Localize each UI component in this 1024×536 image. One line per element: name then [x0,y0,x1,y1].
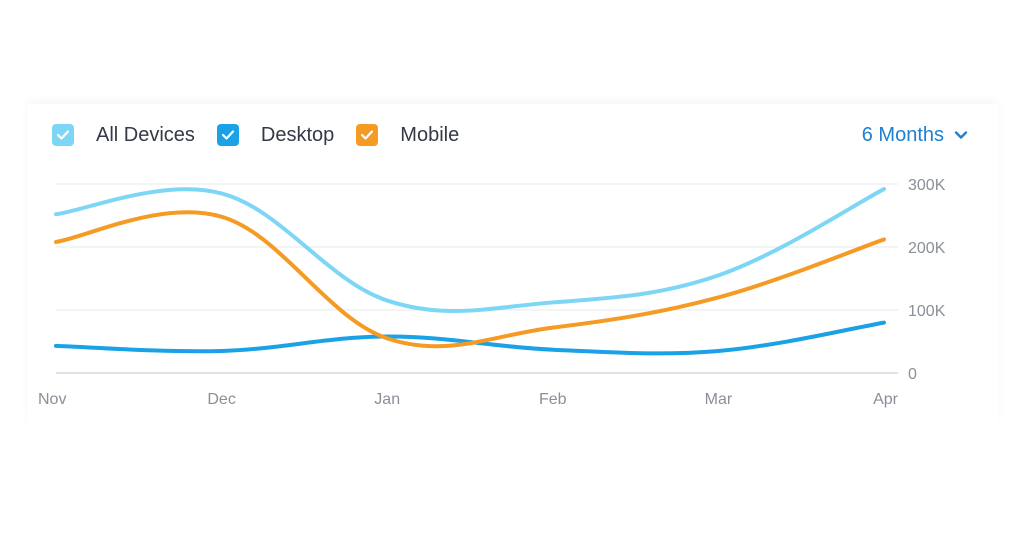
x-tick-label: Dec [207,391,235,408]
all-devices-checkbox[interactable] [52,124,74,146]
series-lines [54,187,886,356]
series-line-mobile [54,210,886,349]
x-tick-label: Nov [38,391,66,408]
series-line-all-devices [54,187,886,313]
legend-label-desktop: Desktop [260,123,335,146]
x-axis-tick-labels: Nov Dec Jan Feb Mar Apr [38,391,899,408]
series-line-desktop [54,320,886,356]
time-range-label: 6 Months [861,123,944,146]
check-icon [57,130,69,140]
chevron-down-icon [954,130,968,140]
chart-legend: All Devices Desktop Mobile [52,118,481,152]
legend-item-all-devices[interactable]: All Devices [52,124,195,147]
time-range-dropdown[interactable]: 6 Months [862,120,968,150]
y-tick-label: 100K [908,303,946,320]
legend-item-desktop[interactable]: Desktop [216,123,335,147]
x-tick-label: Jan [374,391,400,408]
y-axis-tick-labels: 0 100K 200K 300K [908,177,946,383]
mobile-checkbox[interactable] [356,124,379,146]
legend-label-mobile: Mobile [400,123,460,146]
x-tick-label: Feb [539,391,567,408]
x-tick-label: Apr [873,391,899,408]
legend-item-mobile[interactable]: Mobile [356,124,459,147]
check-icon [361,130,374,140]
y-tick-label: 0 [908,366,917,383]
x-tick-label: Mar [705,391,733,408]
check-icon [221,130,234,140]
desktop-checkbox[interactable] [216,124,239,146]
y-tick-label: 200K [908,240,946,257]
y-tick-label: 300K [908,177,946,194]
chart-card [28,104,998,424]
legend-label-all-devices: All Devices [96,123,195,146]
